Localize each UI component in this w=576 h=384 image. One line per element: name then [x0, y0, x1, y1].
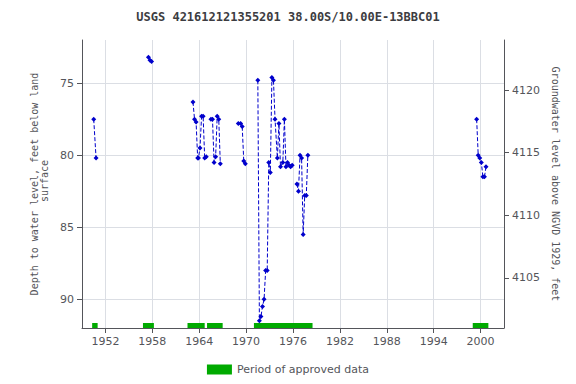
svg-text:Depth to water level, feet bel: Depth to water level, feet below land [28, 72, 40, 296]
svg-text:1994: 1994 [420, 335, 448, 348]
svg-text:80: 80 [60, 149, 74, 162]
svg-text:1952: 1952 [91, 335, 119, 348]
svg-text:Period of approved data: Period of approved data [237, 363, 369, 376]
svg-text:1982: 1982 [326, 335, 354, 348]
svg-text:1976: 1976 [279, 335, 307, 348]
svg-text:4110: 4110 [512, 209, 540, 222]
svg-text:1970: 1970 [232, 335, 260, 348]
svg-text:85: 85 [60, 221, 74, 234]
svg-text:4105: 4105 [512, 271, 540, 284]
svg-text:Groundwater level above NGVD 1: Groundwater level above NGVD 1929, feet [550, 67, 561, 302]
svg-text:1958: 1958 [138, 335, 166, 348]
svg-text:2000: 2000 [467, 335, 495, 348]
svg-text:1964: 1964 [185, 335, 213, 348]
svg-text:surface: surface [39, 160, 50, 208]
svg-text:USGS 421612121355201 38.00S/10: USGS 421612121355201 38.00S/10.00E-13BBC… [136, 10, 439, 24]
svg-text:4120: 4120 [512, 84, 540, 97]
svg-text:75: 75 [60, 77, 74, 90]
svg-text:4115: 4115 [512, 146, 540, 159]
svg-text:1988: 1988 [373, 335, 401, 348]
svg-text:90: 90 [60, 293, 74, 306]
